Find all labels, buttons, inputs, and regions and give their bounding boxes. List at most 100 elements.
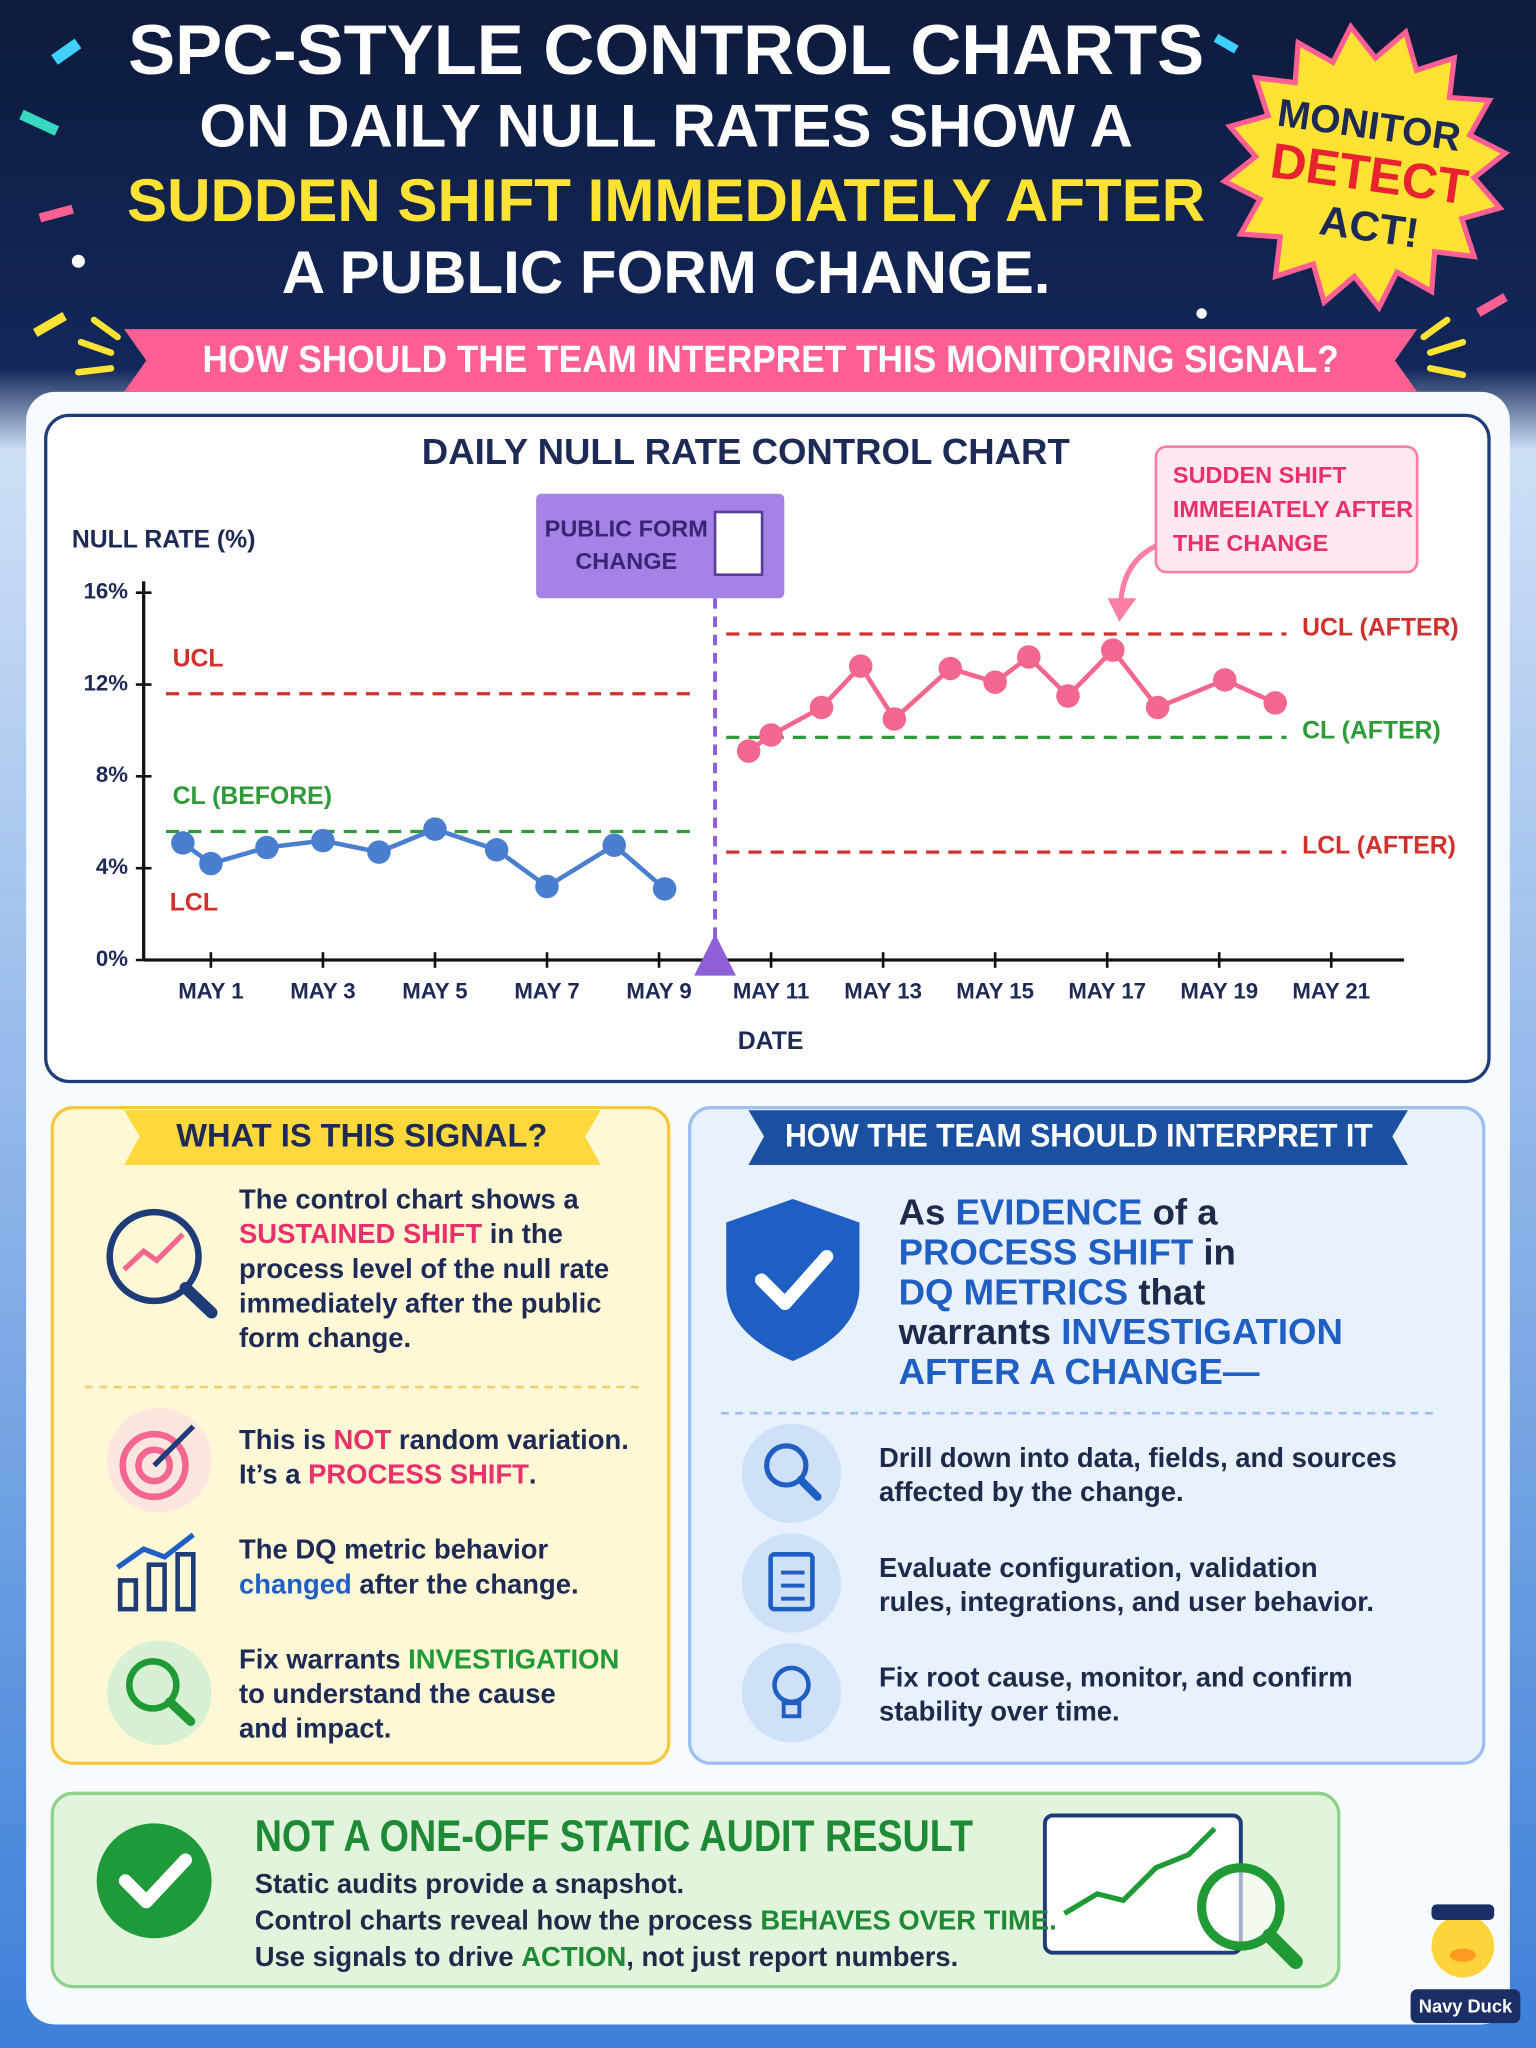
text-span: A PUBLIC FORM CHANGE. (282, 239, 1051, 306)
event-label: CHANGE (575, 548, 677, 574)
text-span: in (1193, 1231, 1236, 1272)
x-axis-label: DATE (738, 1028, 804, 1055)
right-heading-ribbon (748, 1110, 1408, 1166)
text-span: The control chart shows a (239, 1184, 579, 1215)
left-icons (106, 1208, 218, 1745)
y-tick-label: 8% (96, 762, 128, 787)
text-line: stability over time. (879, 1696, 1120, 1727)
text-span: Static audits provide a snapshot. (255, 1868, 684, 1899)
data-point (938, 656, 963, 681)
text-line: to understand the cause (239, 1678, 556, 1709)
text-span: ACTION (521, 1941, 626, 1972)
data-point (652, 877, 677, 901)
x-tick-label: MAY 3 (290, 979, 355, 1004)
x-tick-label: MAY 9 (626, 979, 691, 1004)
chart-panel (44, 413, 1491, 1084)
data-point (1213, 668, 1237, 692)
data-point (423, 817, 447, 841)
text-span: SUSTAINED SHIFT (239, 1218, 482, 1249)
text-span: BEHAVES OVER TIME. (760, 1905, 1056, 1936)
mascot (1410, 1904, 1521, 2024)
banner (124, 329, 1418, 392)
text-span: SPC-STYLE CONTROL CHARTS (128, 9, 1204, 88)
text-span: As (899, 1191, 956, 1232)
text-span: INVESTIGATION (1061, 1311, 1343, 1352)
text-line: SPC-STYLE CONTROL CHARTS (128, 9, 1204, 88)
x-tick-label: MAY 7 (514, 979, 579, 1004)
check-icon (96, 1823, 212, 1939)
shield-icon (726, 1199, 860, 1361)
callout-text: SUDDEN SHIFT (1173, 462, 1347, 488)
banner-text: HOW SHOULD THE TEAM INTERPRET THIS MONIT… (202, 339, 1338, 381)
text-span: immediately after the public (239, 1288, 601, 1319)
data-point (535, 874, 559, 899)
text-span: random variation. (391, 1424, 629, 1455)
text-span: EVIDENCE (956, 1191, 1143, 1232)
text-span: Use signals to drive (255, 1941, 522, 1972)
text-line: Static audits provide a snapshot. (255, 1868, 684, 1899)
event-marker (694, 933, 736, 976)
text-span: form change. (239, 1322, 411, 1353)
text-line: immediately after the public (239, 1288, 601, 1319)
text-span: changed (239, 1569, 352, 1600)
text-span: Drill down into data, fields, and source… (879, 1442, 1397, 1473)
data-point (255, 835, 279, 860)
text-line: Fix warrants INVESTIGATION (239, 1644, 619, 1675)
text-line: and impact. (239, 1713, 391, 1744)
text-span: Fix warrants (239, 1644, 408, 1675)
x-tick-label: MAY 17 (1068, 979, 1146, 1004)
limit-label: LCL (170, 889, 218, 916)
limit-label: CL (AFTER) (1302, 718, 1441, 745)
y-axis-label: NULL RATE (%) (72, 526, 256, 553)
text-line: form change. (239, 1322, 411, 1353)
text-line: changed after the change. (239, 1569, 579, 1600)
text-line: affected by the change. (879, 1476, 1184, 1507)
data-point (882, 707, 907, 731)
text-span: AFTER A CHANGE— (899, 1351, 1260, 1392)
left-heading-ribbon (124, 1110, 601, 1166)
limit-label: CL (BEFORE) (173, 783, 332, 810)
text-span: of a (1142, 1191, 1218, 1232)
text-line: process level of the null rate (239, 1253, 609, 1284)
x-tick-label: MAY 19 (1180, 979, 1258, 1004)
x-tick-label: MAY 11 (733, 979, 809, 1004)
text-line: It’s a PROCESS SHIFT. (239, 1459, 537, 1490)
text-line: ON DAILY NULL RATES SHOW A (199, 92, 1133, 159)
text-span: rules, integrations, and user behavior. (879, 1586, 1374, 1617)
data-point (1263, 691, 1287, 715)
text-span: affected by the change. (879, 1476, 1184, 1507)
text-line: The DQ metric behavior (239, 1534, 548, 1565)
data-point (311, 828, 335, 853)
text-span: PROCESS SHIFT (308, 1459, 529, 1490)
event-label: PUBLIC FORM (545, 515, 708, 541)
data-point (367, 840, 391, 864)
y-tick-label: 12% (84, 670, 129, 695)
text-line: Use signals to drive ACTION, not just re… (255, 1941, 959, 1972)
text-line: Evaluate configuration, validation (879, 1552, 1318, 1583)
text-span: This is (239, 1424, 333, 1455)
text-line: As EVIDENCE of a (899, 1191, 1219, 1232)
data-point (484, 838, 509, 862)
left-heading: WHAT IS THIS SIGNAL? (176, 1116, 547, 1153)
data-point (759, 723, 783, 747)
x-tick-label: MAY 13 (844, 979, 922, 1004)
limit-label: UCL (AFTER) (1302, 614, 1459, 641)
text-span: Control charts reveal how the process (255, 1905, 761, 1936)
y-tick-label: 16% (84, 579, 129, 604)
text-line: Drill down into data, fields, and source… (879, 1442, 1397, 1473)
text-span: that (1128, 1271, 1205, 1312)
text-line: Control charts reveal how the process BE… (255, 1905, 1057, 1936)
trend-icon (1042, 1813, 1303, 1969)
x-tick-label: MAY 15 (956, 979, 1034, 1004)
y-tick-label: 4% (96, 854, 128, 879)
data-point (848, 654, 873, 678)
event-doc-icon (713, 510, 764, 576)
right-panel (687, 1105, 1486, 1765)
data-point (1145, 695, 1170, 720)
text-span: Fix root cause, monitor, and confirm (879, 1662, 1353, 1693)
text-span: PROCESS SHIFT (899, 1231, 1194, 1272)
data-point (1017, 645, 1041, 669)
data-point (809, 695, 834, 720)
text-span: . (529, 1459, 537, 1490)
